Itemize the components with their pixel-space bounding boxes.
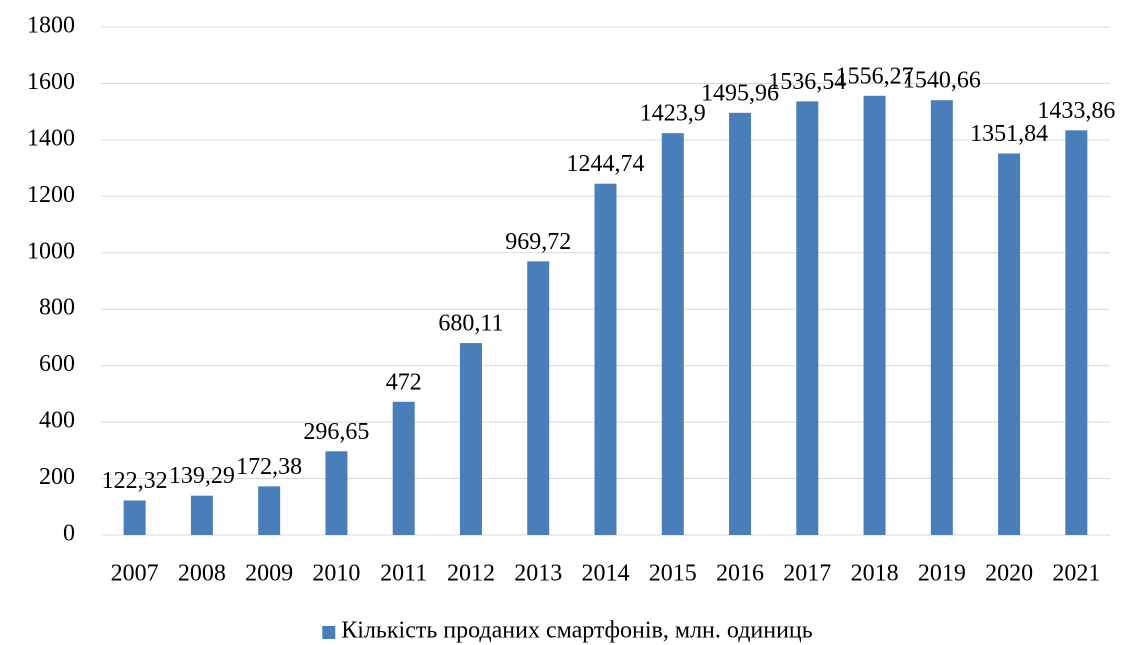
bar (258, 486, 281, 535)
y-tick-label: 1200 (27, 182, 75, 208)
data-label: 1536,54 (768, 69, 846, 95)
y-tick-label: 600 (39, 351, 75, 377)
data-label: 172,38 (236, 454, 302, 480)
bar (930, 100, 953, 535)
bar (325, 451, 348, 535)
bar (392, 401, 415, 535)
data-label: 296,65 (303, 419, 369, 445)
x-tick-label: 2014 (582, 561, 630, 587)
x-tick-label: 2017 (783, 561, 831, 587)
data-label: 1540,66 (903, 68, 981, 94)
x-tick-label: 2020 (985, 561, 1033, 587)
y-tick-label: 200 (39, 464, 75, 490)
legend-swatch (322, 626, 336, 639)
x-tick-label: 2021 (1052, 561, 1100, 587)
y-tick-label: 1000 (27, 238, 75, 264)
x-tick-label: 2010 (312, 561, 360, 587)
bar (123, 500, 146, 535)
x-tick-label: 2007 (111, 561, 159, 587)
bar (729, 112, 752, 535)
data-label: 1433,86 (1037, 98, 1115, 124)
bar (190, 495, 213, 535)
data-label: 1423,9 (640, 101, 706, 127)
x-tick-label: 2015 (649, 561, 697, 587)
x-tick-label: 2018 (851, 561, 899, 587)
bar (1065, 130, 1088, 536)
data-label: 680,11 (438, 311, 503, 337)
y-tick-label: 800 (39, 295, 75, 321)
bar (459, 343, 482, 535)
data-label: 122,32 (102, 468, 168, 494)
data-label: 1351,84 (970, 121, 1048, 147)
x-tick-label: 2011 (380, 561, 427, 587)
y-tick-label: 1400 (27, 125, 75, 151)
data-label: 472 (386, 369, 422, 395)
bar (796, 101, 819, 536)
y-tick-label: 1600 (27, 69, 75, 95)
y-tick-label: 1800 (27, 13, 75, 39)
data-label: 1495,96 (701, 80, 779, 106)
x-tick-label: 2009 (245, 561, 293, 587)
x-tick-label: 2013 (514, 561, 562, 587)
bar (527, 261, 550, 535)
data-label: 139,29 (169, 463, 235, 489)
x-tick-label: 2016 (716, 561, 764, 587)
bar (863, 95, 886, 536)
legend-label: Кількість проданих смартфонів, млн. один… (341, 618, 813, 644)
x-tick-label: 2012 (447, 561, 495, 587)
x-tick-label: 2008 (178, 561, 226, 587)
data-label: 969,72 (505, 229, 571, 255)
data-label: 1556,27 (836, 63, 914, 89)
x-tick-label: 2019 (918, 561, 966, 587)
bar (998, 153, 1021, 535)
y-tick-label: 400 (39, 408, 75, 434)
bar (594, 183, 617, 535)
bar (661, 133, 684, 535)
y-tick-label: 0 (63, 521, 75, 547)
data-label: 1244,74 (567, 151, 645, 177)
